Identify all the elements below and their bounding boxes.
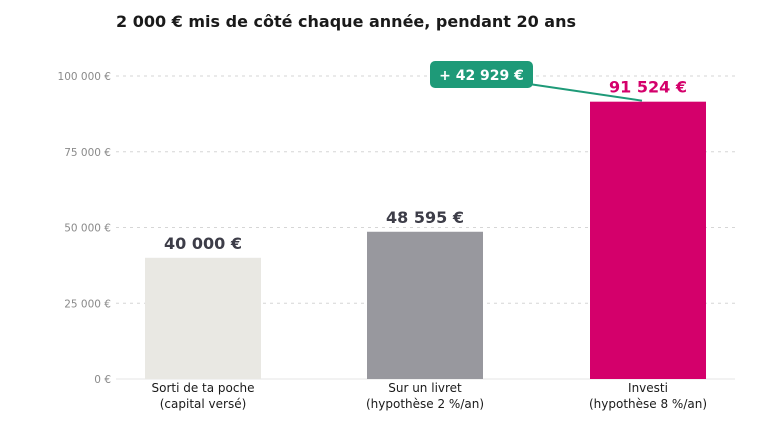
difference-callout: + 42 929 € <box>430 61 643 102</box>
x-tick-label: Investi <box>628 381 668 395</box>
callout-connector <box>528 83 643 102</box>
chart-title: 2 000 € mis de côté chaque année, pendan… <box>116 12 576 31</box>
x-axis: Sorti de ta poche (capital versé) Sur un l… <box>152 381 708 411</box>
y-axis: 0 € 25 000 € 50 000 € 75 000 € 100 000 € <box>58 71 111 386</box>
value-label: 48 595 € <box>386 208 464 227</box>
x-tick-label: Sur un livret <box>388 381 462 395</box>
y-tick-label: 25 000 € <box>64 298 111 310</box>
value-label: 40 000 € <box>164 234 242 253</box>
x-tick-label: (hypothèse 2 %/an) <box>366 397 484 411</box>
bar <box>590 101 706 379</box>
y-tick-label: 100 000 € <box>58 71 111 83</box>
x-tick-label: Sorti de ta poche <box>152 381 255 395</box>
bar <box>145 257 261 379</box>
callout-box <box>430 61 533 88</box>
callout-label: + 42 929 € <box>439 68 524 84</box>
bar <box>367 231 483 379</box>
bars <box>145 101 706 379</box>
value-label: 91 524 € <box>609 78 687 97</box>
x-tick-label: (capital versé) <box>160 397 247 411</box>
value-labels: 40 000 € 48 595 € 91 524 € <box>164 78 687 253</box>
x-tick-label: (hypothèse 8 %/an) <box>589 397 707 411</box>
y-tick-label: 75 000 € <box>64 147 111 159</box>
y-tick-label: 0 € <box>94 374 111 386</box>
y-tick-label: 50 000 € <box>64 223 111 235</box>
